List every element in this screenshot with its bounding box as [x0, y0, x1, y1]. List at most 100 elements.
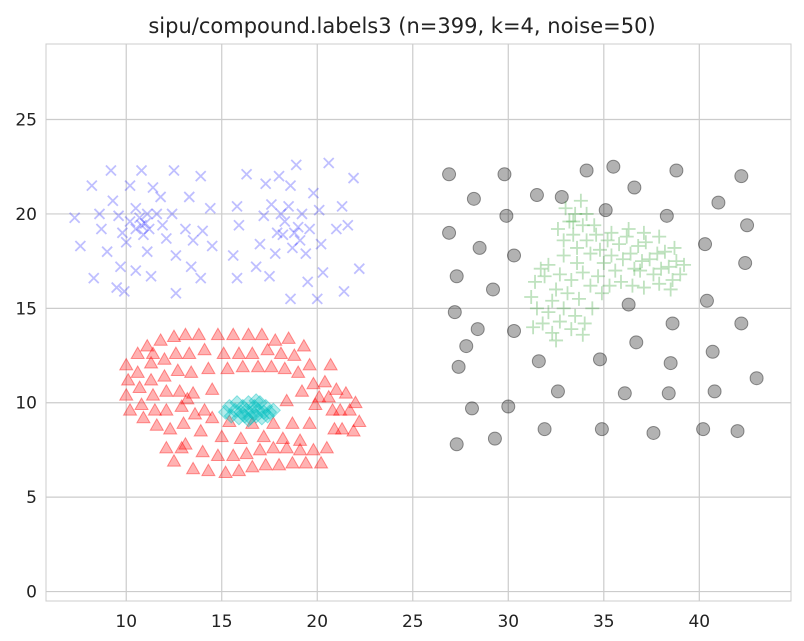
data-point: [260, 178, 272, 190]
data-point: [260, 342, 275, 356]
series-^: [118, 327, 367, 478]
data-point: [338, 385, 354, 399]
data-point: [740, 218, 755, 233]
data-point: [256, 404, 272, 420]
data-point: [677, 257, 692, 272]
data-point: [158, 440, 174, 454]
data-point: [145, 270, 157, 282]
data-point: [537, 269, 552, 284]
data-point: [642, 252, 657, 267]
data-point: [170, 287, 182, 299]
data-point: [654, 261, 669, 276]
data-point: [696, 422, 711, 437]
data-point: [273, 346, 289, 360]
data-point: [111, 281, 123, 294]
data-point: [541, 305, 556, 320]
data-point: [487, 431, 502, 446]
data-point: [451, 359, 466, 374]
data-point: [157, 368, 172, 382]
data-point: [250, 359, 266, 373]
data-point: [589, 227, 604, 242]
data-point: [265, 416, 281, 429]
data-point: [263, 270, 276, 282]
data-point: [657, 244, 672, 259]
data-point: [336, 200, 348, 213]
data-point: [162, 421, 178, 435]
data-point: [143, 372, 159, 386]
data-point: [141, 208, 153, 220]
data-point: [185, 461, 201, 475]
data-point: [290, 365, 306, 378]
data-point: [281, 331, 296, 344]
data-point: [705, 344, 720, 359]
data-point: [193, 423, 209, 437]
data-point: [154, 191, 167, 203]
data-point: [130, 264, 142, 277]
data-point: [575, 265, 590, 280]
data-point: [178, 436, 193, 450]
data-point: [303, 223, 316, 235]
data-point: [449, 269, 464, 284]
data-point: [302, 416, 317, 429]
data-point: [749, 371, 764, 386]
data-point: [592, 352, 607, 367]
data-point: [661, 386, 676, 401]
data-point: [573, 193, 588, 208]
data-point: [252, 395, 268, 411]
data-point: [195, 444, 211, 458]
data-point: [216, 346, 232, 360]
data-point: [734, 169, 749, 184]
data-point: [240, 412, 257, 428]
data-point: [524, 290, 539, 305]
data-point: [730, 424, 745, 439]
data-point: [298, 455, 314, 469]
data-point: [275, 208, 287, 220]
data-point: [277, 361, 293, 375]
data-point: [168, 346, 184, 360]
y-tick-label: 25: [15, 111, 37, 131]
data-point: [351, 414, 367, 428]
data-point: [566, 214, 581, 229]
data-point: [151, 208, 163, 220]
data-point: [174, 399, 189, 412]
data-point: [225, 448, 241, 461]
data-point: [638, 235, 653, 250]
data-point: [179, 391, 195, 405]
y-tick-label: 0: [26, 583, 37, 603]
data-point: [529, 188, 544, 203]
data-point: [300, 247, 312, 260]
data-point: [328, 382, 344, 395]
y-tick-label: 5: [26, 488, 37, 508]
x-tick-label: 20: [306, 612, 328, 632]
data-point: [69, 212, 81, 224]
data-point: [549, 333, 564, 348]
data-point: [342, 219, 354, 231]
data-point: [627, 180, 642, 195]
data-point: [579, 233, 594, 248]
data-point: [147, 181, 159, 194]
data-point: [347, 172, 360, 184]
data-point: [120, 372, 136, 386]
data-point: [88, 272, 100, 284]
data-point: [178, 327, 193, 341]
data-point: [571, 291, 586, 306]
data-point: [570, 256, 585, 271]
data-point: [158, 383, 174, 397]
data-point: [284, 179, 297, 192]
plot-area: [45, 43, 792, 602]
data-point: [472, 240, 487, 255]
data-point: [650, 246, 665, 261]
data-point: [663, 282, 678, 297]
data-point: [285, 416, 300, 429]
data-point: [560, 286, 575, 301]
data-point: [579, 206, 594, 221]
data-point: [442, 167, 457, 182]
data-point: [507, 323, 522, 338]
data-point: [698, 237, 713, 252]
data-point: [545, 293, 560, 308]
data-point: [562, 214, 577, 229]
data-point: [556, 248, 571, 263]
data-point: [663, 356, 678, 371]
data-point: [568, 206, 583, 221]
